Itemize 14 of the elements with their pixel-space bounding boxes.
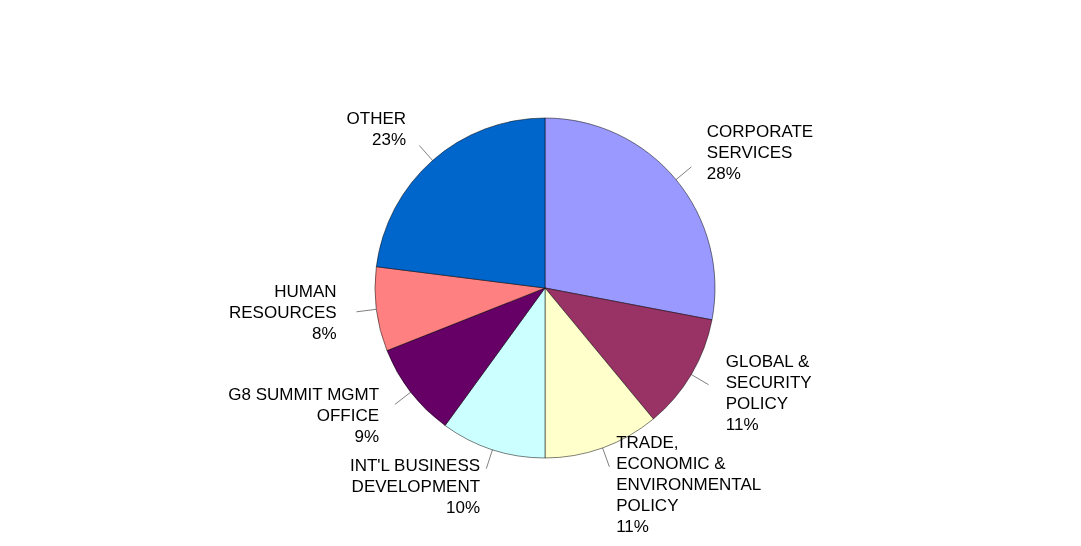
slice-label: G8 SUMMIT MGMT OFFICE bbox=[228, 385, 380, 426]
data-label: 23% bbox=[372, 130, 407, 150]
slice-label: HUMAN RESOURCES bbox=[228, 282, 337, 323]
data-label: 28% bbox=[706, 164, 741, 184]
data-label: 11% bbox=[616, 517, 649, 537]
slice-label: TRADE, ECONOMIC & ENVIRONMENTAL POLICY bbox=[616, 433, 762, 516]
data-label: 9% bbox=[354, 427, 380, 447]
data-label: 8% bbox=[312, 324, 337, 344]
slice-label: CORPORATE SERVICES bbox=[706, 122, 814, 163]
data-label: 10% bbox=[446, 498, 481, 518]
slice-label: INT'L BUSINESS DEVELOPMENT bbox=[349, 456, 481, 497]
data-label: 11% bbox=[725, 415, 759, 435]
slice-label: OTHER bbox=[346, 109, 407, 129]
slice-label: GLOBAL & SECURITY POLICY bbox=[725, 352, 812, 414]
